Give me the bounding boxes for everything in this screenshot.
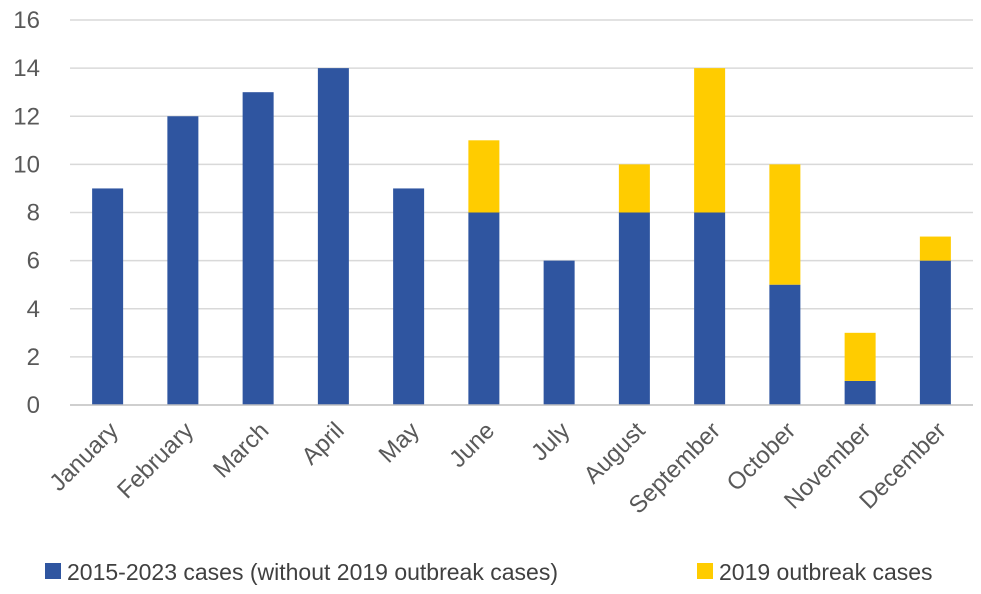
bar-december-outbreak [919,236,951,261]
x-tick-label-february: February [112,417,199,504]
bar-april-cases [317,68,349,405]
bar-january-cases [92,188,124,405]
bar-november-cases [844,380,876,405]
bar-september-cases [694,212,726,405]
y-tick-label: 16 [13,7,40,34]
legend-label-outbreak: 2019 outbreak cases [719,559,933,585]
y-tick-label: 12 [13,103,40,130]
bar-march-cases [242,92,274,405]
y-axis-tick-labels: 0 2 4 6 8 10 12 14 16 [13,7,40,419]
x-tick-label-june: June [444,417,500,473]
bar-october-outbreak [769,164,801,285]
legend-swatch-cases [45,563,61,579]
bar-december-cases [919,260,951,405]
gridlines [70,19,973,358]
x-tick-label-july: July [526,417,575,466]
y-tick-label: 14 [13,55,40,82]
y-tick-label: 10 [13,151,40,178]
y-tick-label: 0 [27,392,40,419]
y-tick-label: 2 [27,344,40,371]
bar-june-outbreak [468,140,500,213]
bars [92,68,951,405]
y-tick-label: 8 [27,200,40,227]
y-tick-label: 6 [27,248,40,275]
legend-label-cases: 2015-2023 cases (without 2019 outbreak c… [67,559,558,585]
x-tick-label-april: April [297,417,350,470]
bar-february-cases [167,116,199,405]
bar-august-outbreak [618,164,650,213]
x-tick-label-march: March [208,417,274,483]
bar-july-cases [543,260,575,405]
legend-swatch-outbreak [697,563,713,579]
bar-may-cases [393,188,425,405]
legend: 2015-2023 cases (without 2019 outbreak c… [45,559,933,585]
bar-november-outbreak [844,332,876,381]
bar-october-cases [769,284,801,405]
bar-september-outbreak [694,68,726,213]
x-tick-label-august: August [579,417,651,489]
y-tick-label: 4 [27,296,40,323]
x-tick-label-may: May [374,417,425,468]
bar-june-cases [468,212,500,405]
bar-august-cases [618,212,650,405]
